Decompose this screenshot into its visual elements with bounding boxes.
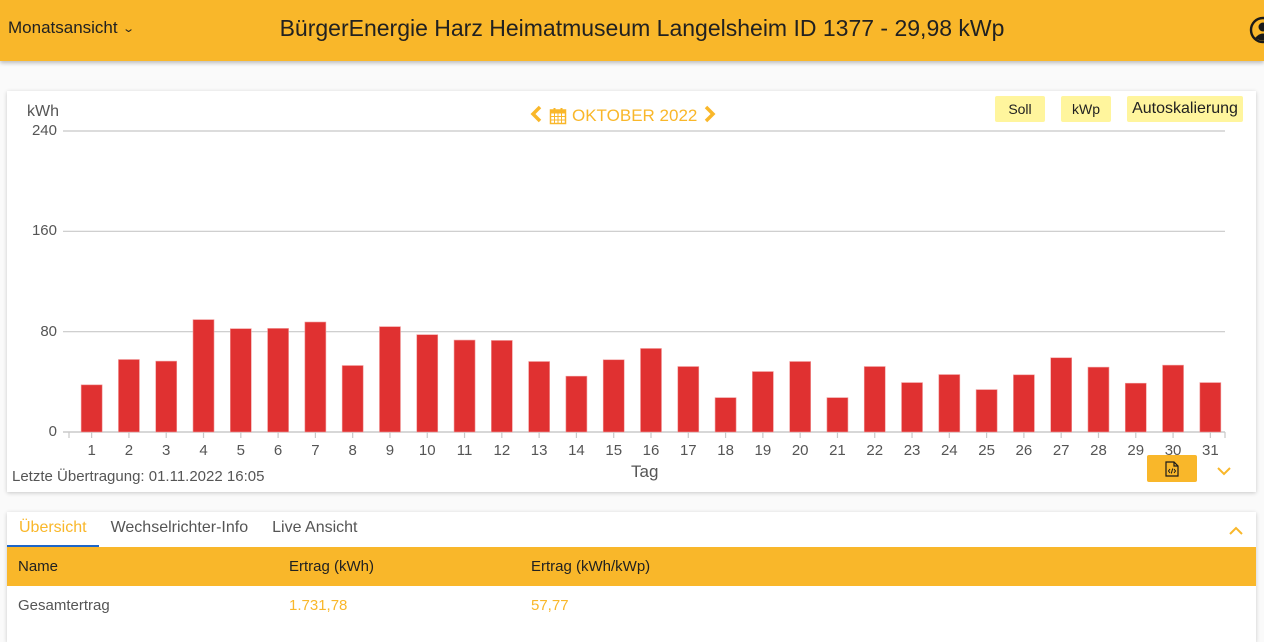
x-tick-label: 19	[748, 442, 778, 459]
x-tick-label: 4	[189, 442, 219, 459]
tab-bar: Übersicht Wechselrichter-Info Live Ansic…	[7, 512, 370, 547]
bar-day-22[interactable]	[864, 367, 885, 432]
bar-day-19[interactable]	[752, 372, 773, 432]
row-yield-kwh-kwp: 57,77	[531, 597, 569, 614]
bar-day-12[interactable]	[491, 340, 512, 432]
bar-day-5[interactable]	[230, 329, 251, 432]
x-tick-label: 18	[711, 442, 741, 459]
bar-day-25[interactable]	[976, 390, 997, 432]
bar-day-24[interactable]	[939, 375, 960, 432]
x-tick-label: 22	[860, 442, 890, 459]
bar-day-26[interactable]	[1013, 375, 1034, 432]
chevron-down-icon[interactable]	[1214, 461, 1234, 481]
x-tick-label: 17	[673, 442, 703, 459]
bar-day-14[interactable]	[566, 376, 587, 432]
x-tick-label: 9	[375, 442, 405, 459]
x-tick-label: 27	[1046, 442, 1076, 459]
column-header-yield-kwh-kwp: Ertrag (kWh/kWp)	[531, 558, 650, 575]
bar-day-17[interactable]	[678, 367, 699, 432]
bar-chart	[7, 91, 1256, 492]
x-tick-label: 3	[151, 442, 181, 459]
y-tick-label: 160	[17, 222, 57, 239]
row-yield-kwh: 1.731,78	[289, 597, 347, 614]
x-tick-label: 23	[897, 442, 927, 459]
bar-day-1[interactable]	[81, 385, 102, 432]
bar-day-30[interactable]	[1163, 365, 1184, 432]
bar-day-20[interactable]	[790, 362, 811, 432]
x-tick-label: 2	[114, 442, 144, 459]
tab-live-view[interactable]: Live Ansicht	[260, 512, 369, 547]
bar-day-9[interactable]	[379, 327, 400, 432]
bar-day-4[interactable]	[193, 320, 214, 432]
x-tick-label: 24	[934, 442, 964, 459]
x-tick-label: 8	[338, 442, 368, 459]
bar-day-28[interactable]	[1088, 367, 1109, 432]
bar-day-7[interactable]	[305, 322, 326, 432]
user-account-icon[interactable]	[1249, 16, 1264, 44]
file-code-icon	[1165, 461, 1179, 477]
x-tick-label: 11	[450, 442, 480, 459]
x-tick-label: 1	[77, 442, 107, 459]
bar-day-10[interactable]	[417, 335, 438, 432]
x-axis-title: Tag	[631, 462, 658, 482]
chevron-up-icon[interactable]	[1226, 522, 1246, 538]
x-tick-label: 28	[1083, 442, 1113, 459]
x-tick-label: 16	[636, 442, 666, 459]
x-tick-label: 5	[226, 442, 256, 459]
x-tick-label: 14	[561, 442, 591, 459]
x-tick-label: 26	[1009, 442, 1039, 459]
page-title: BürgerEnergie Harz Heimatmuseum Langelsh…	[0, 15, 1264, 42]
table-header: Name Ertrag (kWh) Ertrag (kWh/kWp)	[7, 547, 1256, 586]
column-header-yield-kwh: Ertrag (kWh)	[289, 558, 374, 575]
column-header-name: Name	[18, 558, 58, 575]
x-tick-label: 7	[300, 442, 330, 459]
x-tick-label: 21	[822, 442, 852, 459]
last-transmission-text: Letzte Übertragung: 01.11.2022 16:05	[12, 468, 264, 485]
x-tick-label: 20	[785, 442, 815, 459]
x-tick-label: 6	[263, 442, 293, 459]
x-tick-label: 12	[487, 442, 517, 459]
overview-card: Übersicht Wechselrichter-Info Live Ansic…	[7, 512, 1256, 642]
bar-day-18[interactable]	[715, 398, 736, 432]
x-tick-label: 10	[412, 442, 442, 459]
y-tick-label: 240	[17, 122, 57, 139]
tab-overview[interactable]: Übersicht	[7, 512, 99, 547]
bar-day-13[interactable]	[529, 362, 550, 432]
x-tick-label: 15	[599, 442, 629, 459]
bar-day-11[interactable]	[454, 340, 475, 432]
bar-day-23[interactable]	[902, 383, 923, 432]
bar-day-3[interactable]	[156, 361, 177, 432]
chart-card: kWh OKTOBER 2022 Soll kWp Autoskalierung…	[7, 91, 1256, 492]
bar-day-21[interactable]	[827, 398, 848, 432]
x-tick-label: 13	[524, 442, 554, 459]
tab-inverter-info[interactable]: Wechselrichter-Info	[99, 512, 261, 547]
bar-day-27[interactable]	[1051, 358, 1072, 432]
bar-day-2[interactable]	[118, 360, 139, 432]
bar-day-16[interactable]	[641, 348, 662, 432]
bar-day-31[interactable]	[1200, 383, 1221, 432]
bar-day-15[interactable]	[603, 360, 624, 432]
y-tick-label: 0	[17, 423, 57, 440]
top-bar: Monatsansicht ⌄ BürgerEnergie Harz Heima…	[0, 0, 1264, 61]
x-tick-label: 31	[1195, 442, 1225, 459]
y-tick-label: 80	[17, 323, 57, 340]
row-name: Gesamtertrag	[18, 597, 110, 614]
bar-day-8[interactable]	[342, 366, 363, 432]
bar-day-29[interactable]	[1125, 383, 1146, 432]
x-tick-label: 25	[972, 442, 1002, 459]
export-button[interactable]	[1147, 455, 1197, 482]
bar-day-6[interactable]	[268, 328, 289, 432]
